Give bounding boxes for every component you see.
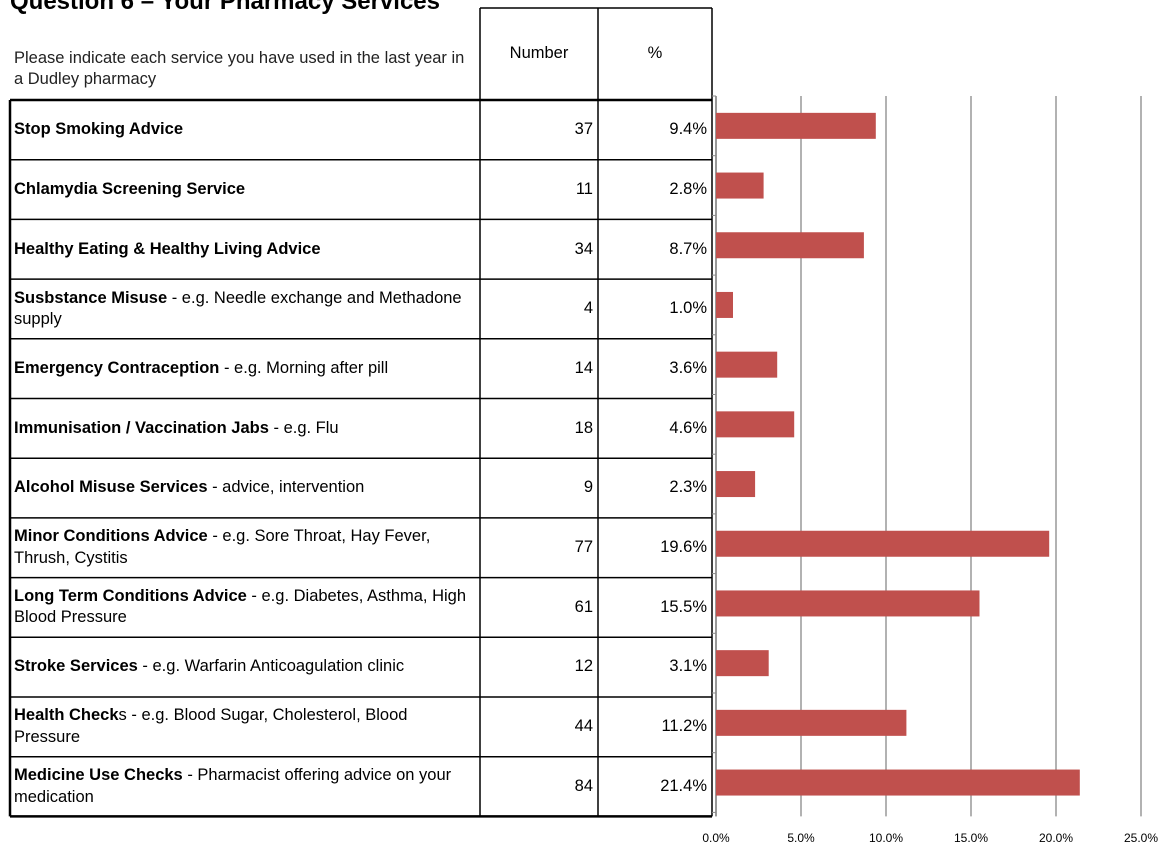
category: Long Term Conditions Advice — [14, 587, 247, 605]
label-text: Health Checks - e.g. Blood Sugar, Choles… — [14, 705, 474, 748]
percent: 2.3% — [669, 478, 707, 497]
bar — [716, 709, 907, 736]
category: Minor Conditions Advice — [14, 527, 208, 546]
header-percent: % — [647, 44, 663, 63]
row-label: Immunisation / Vaccination Jabs - e.g. F… — [10, 399, 480, 459]
category: Emergency Contraception — [14, 358, 220, 377]
percent: 21.4% — [660, 776, 707, 795]
x-tick-label: 25.0% — [1124, 831, 1158, 845]
label-text: Immunisation / Vaccination Jabs - e.g. F… — [14, 418, 339, 439]
category: Susbstance Misuse — [14, 288, 168, 307]
bar — [716, 530, 1050, 557]
row-label: Alcohol Misuse Services - advice, interv… — [10, 458, 480, 518]
category-note: - e.g. Flu — [268, 418, 339, 437]
bar — [716, 351, 778, 378]
count: 9 — [583, 478, 593, 497]
category: Health Check — [14, 706, 119, 725]
header-number: Number — [509, 44, 569, 63]
header-question: Please indicate each service you have us… — [14, 48, 465, 88]
count: 18 — [574, 418, 593, 437]
row-label: Stroke Services - e.g. Warfarin Anticoag… — [10, 637, 480, 697]
count: 14 — [574, 358, 593, 377]
percent: 4.6% — [669, 418, 707, 437]
percent: 11.2% — [661, 717, 707, 736]
percent: 3.1% — [669, 657, 707, 676]
bar — [716, 411, 795, 438]
label-text: Long Term Conditions Advice - e.g. Diabe… — [14, 586, 474, 629]
category: Chlamydia Screening Service — [14, 179, 246, 198]
percent: 9.4% — [669, 120, 707, 139]
category-note: - e.g. Diabetes, Asthma, High Blood Pres… — [14, 587, 471, 627]
row-label: Chlamydia Screening Service — [10, 160, 480, 220]
label-text: Chlamydia Screening Service — [14, 179, 245, 200]
category-note: - e.g. Needle exchange and Methadone sup… — [14, 288, 467, 328]
count: 84 — [574, 776, 593, 795]
category: Stroke Services — [14, 657, 138, 676]
category: Stop Smoking Advice — [14, 120, 183, 139]
category-note: - e.g. Morning after pill — [219, 358, 389, 377]
bar — [716, 650, 769, 677]
category: Immunisation / Vaccination Jabs — [14, 418, 269, 437]
percent: 3.6% — [669, 358, 707, 377]
count: 4 — [583, 299, 593, 318]
bar — [716, 112, 876, 139]
label-text: Stroke Services - e.g. Warfarin Anticoag… — [14, 656, 404, 677]
bar — [716, 590, 980, 617]
count: 34 — [574, 239, 593, 258]
bar — [716, 172, 764, 199]
category-note: s - e.g. Blood Sugar, Cholesterol, Blood… — [14, 706, 413, 746]
label-text: Minor Conditions Advice - e.g. Sore Thro… — [14, 526, 474, 569]
x-tick-label: 0.0% — [702, 831, 730, 845]
bar — [716, 471, 756, 498]
count: 61 — [574, 597, 593, 616]
percent: 2.8% — [669, 179, 707, 198]
row-label: Health Checks - e.g. Blood Sugar, Choles… — [10, 697, 480, 757]
category: Alcohol Misuse Services — [14, 478, 208, 497]
category-note: - Pharmacist offering advice on your med… — [14, 766, 456, 806]
label-text: Stop Smoking Advice — [14, 119, 183, 140]
label-text: Alcohol Misuse Services - advice, interv… — [14, 477, 364, 498]
category-note: - e.g. Sore Throat, Hay Fever, Thrush, C… — [14, 527, 435, 567]
count: 12 — [574, 657, 593, 676]
count: 44 — [574, 717, 593, 736]
category-note: - e.g. Warfarin Anticoagulation clinic — [137, 657, 405, 676]
x-tick-label: 15.0% — [954, 831, 988, 845]
percent: 15.5% — [660, 597, 707, 616]
label-text: Susbstance Misuse - e.g. Needle exchange… — [14, 288, 474, 331]
bar — [716, 769, 1080, 796]
bar — [716, 232, 864, 259]
category: Healthy Eating & Healthy Living Advice — [14, 239, 321, 258]
row-label: Susbstance Misuse - e.g. Needle exchange… — [10, 279, 480, 339]
x-tick-label: 10.0% — [869, 831, 903, 845]
category-note: - advice, intervention — [207, 478, 365, 497]
row-label: Long Term Conditions Advice - e.g. Diabe… — [10, 578, 480, 638]
label-text: Emergency Contraception - e.g. Morning a… — [14, 358, 388, 379]
row-label: Minor Conditions Advice - e.g. Sore Thro… — [10, 518, 480, 578]
x-tick-label: 20.0% — [1039, 831, 1073, 845]
count: 11 — [575, 179, 593, 198]
row-label: Stop Smoking Advice — [10, 100, 480, 160]
row-label: Medicine Use Checks - Pharmacist offerin… — [10, 757, 480, 817]
bar — [716, 291, 733, 318]
count: 37 — [574, 120, 593, 139]
count: 77 — [574, 538, 593, 557]
percent: 8.7% — [669, 239, 707, 258]
label-text: Medicine Use Checks - Pharmacist offerin… — [14, 765, 474, 808]
row-label: Healthy Eating & Healthy Living Advice — [10, 219, 480, 279]
x-tick-label: 5.0% — [787, 831, 815, 845]
row-label: Emergency Contraception - e.g. Morning a… — [10, 339, 480, 399]
percent: 1.0% — [669, 299, 707, 318]
label-text: Healthy Eating & Healthy Living Advice — [14, 239, 321, 260]
category: Medicine Use Checks — [14, 766, 183, 785]
title: Question 6 – Your Pharmacy Services — [10, 0, 440, 15]
percent: 19.6% — [660, 538, 707, 557]
